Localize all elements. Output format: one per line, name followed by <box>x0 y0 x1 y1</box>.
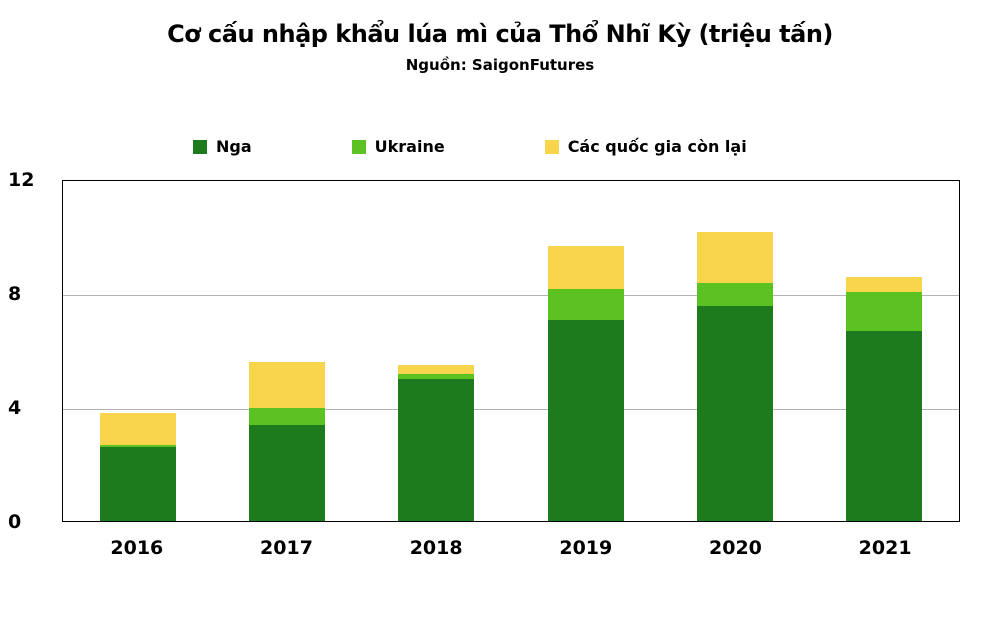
bar-segment <box>846 291 923 332</box>
chart-subtitle: Nguồn: SaigonFutures <box>405 56 595 74</box>
x-tick-label: 2021 <box>858 537 912 559</box>
legend-item: Nga <box>193 137 252 156</box>
legend-label: Nga <box>216 137 252 156</box>
chart-title: Cơ cấu nhập khẩu lúa mì của Thổ Nhĩ Kỳ (… <box>167 20 833 48</box>
bars <box>63 181 959 521</box>
bar-segment <box>696 305 773 521</box>
bar-2016 <box>99 181 176 521</box>
legend-item: Các quốc gia còn lại <box>544 137 747 156</box>
bar-2020 <box>696 181 773 521</box>
bar-2017 <box>248 181 325 521</box>
legend-item: Ukraine <box>351 137 445 156</box>
legend: Nga Ukraine Các quốc gia còn lại <box>193 137 747 156</box>
y-tick-label: 12 <box>8 169 35 191</box>
x-tick-label: 2016 <box>110 537 164 559</box>
legend-label: Ukraine <box>374 137 445 156</box>
bar-segment <box>398 373 475 380</box>
legend-swatch-icon <box>544 139 559 154</box>
bar-segment <box>696 283 773 306</box>
x-tick-label: 2017 <box>260 537 313 559</box>
bar-segment <box>547 246 624 289</box>
bar-segment <box>398 365 475 374</box>
plot-area <box>62 180 960 522</box>
bar-segment <box>846 277 923 292</box>
x-tick-label: 2019 <box>559 537 613 559</box>
bar-2019 <box>547 181 624 521</box>
bar-segment <box>547 288 624 320</box>
bar-segment <box>248 362 325 408</box>
x-tick-label: 2018 <box>409 537 463 559</box>
bar-segment <box>547 319 624 521</box>
bar-segment <box>248 424 325 521</box>
legend-swatch-icon <box>193 139 207 154</box>
y-tick-label: 4 <box>8 397 22 419</box>
bar-segment <box>398 379 475 521</box>
bar-2018 <box>398 181 475 521</box>
x-axis: 2016 2017 2018 2019 2020 2021 <box>62 537 960 559</box>
bar-segment <box>99 444 176 448</box>
gridline <box>63 409 959 410</box>
y-tick-label: 8 <box>8 283 22 305</box>
bar-segment <box>696 232 773 284</box>
gridline <box>63 295 959 296</box>
y-tick-label: 0 <box>8 511 22 533</box>
bar-segment <box>99 447 176 521</box>
bar-segment <box>846 331 923 521</box>
bar-2021 <box>846 181 923 521</box>
bar-segment <box>99 413 176 445</box>
legend-label: Các quốc gia còn lại <box>567 137 747 156</box>
x-tick-label: 2020 <box>709 537 762 559</box>
bar-segment <box>248 407 325 425</box>
legend-swatch-icon <box>351 139 366 154</box>
